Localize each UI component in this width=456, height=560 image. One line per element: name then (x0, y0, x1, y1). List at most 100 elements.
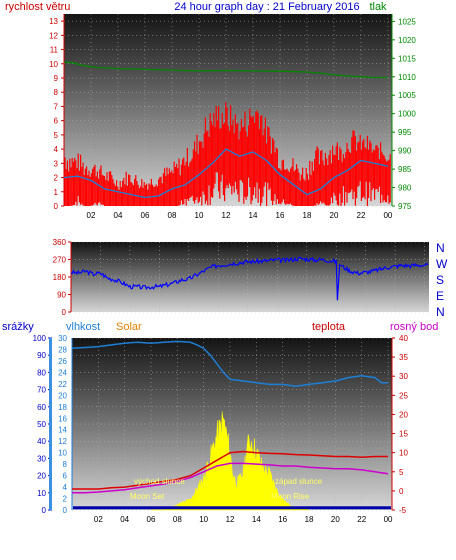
humidity-chart-x-ticks: 02 04 06 08 10 12 14 16 18 20 22 00 (94, 515, 393, 524)
pressure-tick-label: 1025 (398, 17, 416, 26)
rain-tick-label: 100 (33, 334, 47, 343)
x-tick-label: 04 (120, 515, 129, 524)
direction-degree-label: 270 (53, 256, 67, 265)
rain-tick-label: 0 (42, 506, 47, 515)
wind-speed-tick-label: 3 (54, 159, 59, 168)
temperature-tick-label: 5 (399, 468, 404, 477)
compass-label: N (436, 241, 445, 255)
pressure-tick-label: 980 (398, 184, 412, 193)
chart-title: 24 hour graph day : 21 February 2016 (174, 1, 359, 13)
temperature-tick-label: -5 (399, 506, 407, 515)
moonset-label: Moon Set (130, 492, 165, 501)
temperature-tick-label: 20 (399, 410, 408, 419)
pressure-tick-label: 1010 (398, 73, 416, 82)
direction-plot-area (71, 242, 429, 312)
humidity-tick-label: 18 (58, 403, 67, 412)
rain-tick-label: 90 (37, 351, 46, 360)
rain-tick-label: 50 (37, 420, 46, 429)
x-tick-label: 14 (249, 211, 258, 220)
temperature-tick-label: 10 (399, 449, 408, 458)
temperature-line (72, 450, 388, 490)
rain-tick-label: 60 (37, 403, 46, 412)
wind-speed-tick-label: 12 (49, 31, 58, 40)
direction-degree-label: 0 (62, 308, 67, 317)
x-tick-label: 12 (222, 211, 231, 220)
rain-scale-bar (49, 338, 52, 510)
x-tick-label: 10 (195, 211, 204, 220)
pressure-tick-label: 995 (398, 128, 412, 137)
humidity-tick-label: 0 (63, 506, 68, 515)
wind-speed-tick-label: 2 (54, 174, 59, 183)
pressure-ticks: 975 980 985 990 995 1000 1005 1010 1015 1020 1025 (391, 14, 416, 211)
solar-axis-label: Solar (116, 321, 142, 333)
sunset-label: západ slunce (275, 477, 323, 486)
rain-tick-label: 40 (37, 437, 46, 446)
pressure-tick-label: 975 (398, 202, 412, 211)
humidity-line (71, 340, 388, 387)
humidity-tick-label: 22 (58, 380, 67, 389)
humidity-tick-label: 26 (58, 357, 67, 366)
x-tick-label: 16 (278, 515, 287, 524)
wind-speed-tick-label: 11 (50, 46, 59, 55)
rain-tick-label: 20 (37, 472, 46, 481)
direction-degree-label: 90 (57, 291, 66, 300)
humidity-tick-label: 16 (58, 414, 67, 423)
x-tick-label: 06 (141, 211, 150, 220)
wind-speed-tick-label: 0 (54, 202, 59, 211)
dewpoint-line (72, 462, 389, 494)
x-tick-label: 08 (173, 515, 182, 524)
wind-pressure-chart: rychlost větru 24 hour graph day : 21 Fe… (5, 1, 416, 220)
direction-series (70, 256, 429, 301)
compass-label: W (436, 257, 448, 271)
rain-tick-label: 10 (37, 489, 46, 498)
x-tick-label: 12 (226, 515, 235, 524)
wind-speed-tick-label: 13 (49, 17, 58, 26)
rain-tick-label: 30 (37, 454, 46, 463)
humidity-tick-label: 14 (58, 426, 67, 435)
wind-chart-series (63, 61, 391, 206)
humidity-series (71, 340, 391, 511)
pressure-line (63, 61, 388, 79)
temperature-axis-label: teplota (312, 321, 346, 333)
humidity-tick-label: 4 (63, 483, 68, 492)
humidity-tick-label: 24 (58, 368, 67, 377)
x-tick-label: 18 (303, 211, 312, 220)
temperature-tick-label: 25 (399, 391, 408, 400)
humidity-tick-label: 8 (63, 460, 68, 469)
compass-label: N (436, 305, 445, 319)
x-tick-label: 02 (87, 211, 96, 220)
rain-tick-label: 70 (37, 386, 46, 395)
x-tick-label: 20 (330, 211, 339, 220)
wind-speed-tick-label: 8 (54, 88, 59, 97)
rain-axis-label: srážky (2, 321, 34, 333)
x-tick-label: 06 (147, 515, 156, 524)
x-tick-label: 14 (252, 515, 261, 524)
compass-label: S (436, 273, 444, 287)
humidity-tick-label: 10 (58, 449, 67, 458)
direction-degree-label: 180 (53, 273, 67, 282)
humidity-tick-label: 28 (58, 345, 67, 354)
sunrise-label: východ slunce (134, 477, 185, 486)
pressure-tick-label: 1020 (398, 36, 416, 45)
pressure-tick-label: 985 (398, 165, 412, 174)
humidity-tick-label: 6 (63, 472, 68, 481)
humidity-tick-label: 2 (63, 495, 68, 504)
pressure-tick-label: 1015 (398, 54, 416, 63)
temperature-tick-label: 40 (399, 334, 408, 343)
direction-degree-ticks: 0 90 180 270 360 (53, 238, 72, 317)
humidity-temperature-chart: srážky vlhkost Solar teplota rosný bod 0… (2, 321, 438, 524)
wind-chart-x-ticks: 02 04 06 08 10 12 14 16 18 20 22 00 (87, 211, 393, 220)
x-tick-label: 16 (276, 211, 285, 220)
x-tick-label: 22 (357, 211, 366, 220)
humidity-tick-label: 12 (58, 437, 67, 446)
wind-speed-tick-label: 10 (49, 60, 58, 69)
x-tick-label: 08 (168, 211, 177, 220)
temperature-tick-label: 30 (399, 372, 408, 381)
x-tick-label: 04 (114, 211, 123, 220)
humidity-tick-label: 30 (58, 334, 67, 343)
temperature-tick-label: 35 (399, 353, 408, 362)
direction-degree-label: 360 (53, 238, 67, 247)
